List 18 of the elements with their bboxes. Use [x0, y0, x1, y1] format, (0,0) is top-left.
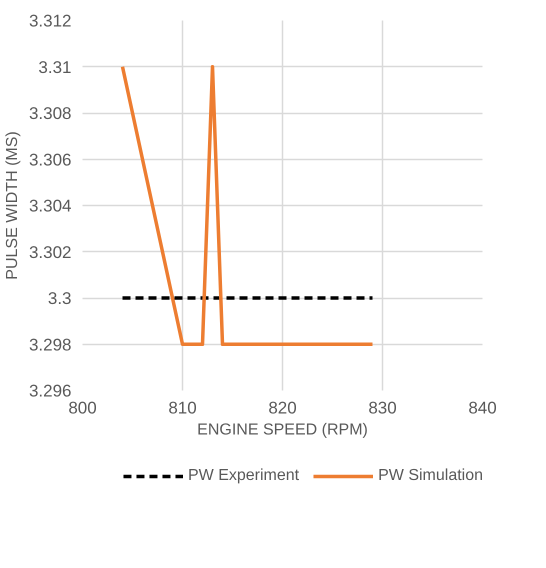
- y-tick-label: 3.296: [28, 382, 72, 400]
- x-axis-title: ENGINE SPEED (RPM): [197, 422, 368, 438]
- x-tick-label: 840: [468, 398, 497, 418]
- x-tick-label: 820: [268, 398, 297, 418]
- x-tick-label: 810: [168, 398, 197, 418]
- y-tick-label: 3.302: [28, 242, 72, 262]
- x-tick-label: 800: [68, 398, 97, 418]
- legend-label: PW Experiment: [188, 467, 300, 485]
- y-tick-label: 3.306: [28, 150, 72, 170]
- y-axis-title: PULSE WIDTH (MS): [4, 131, 21, 280]
- y-tick-label: 3.304: [28, 196, 72, 216]
- y-tick-label: 3.3: [48, 289, 72, 308]
- y-tick-label: 3.298: [28, 335, 72, 354]
- y-tick-label: 3.312: [28, 12, 72, 30]
- legend-label: PW Simulation: [378, 467, 484, 485]
- y-tick-label: 3.31: [38, 58, 72, 77]
- y-tick-label: 3.308: [28, 104, 72, 123]
- x-tick-label: 830: [368, 398, 397, 418]
